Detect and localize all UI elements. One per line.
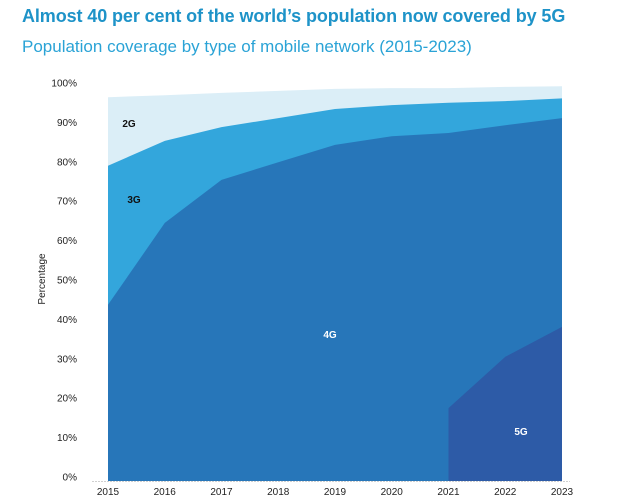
y-tick-label: 60% [57,236,77,247]
x-tick-label: 2021 [437,487,460,498]
x-axis-ticks: 2015 2016 2017 2018 2019 2020 2021 2022 2023 [97,487,574,498]
y-tick-label: 90% [57,118,77,129]
x-tick-label: 2020 [381,487,404,498]
x-tick-label: 2019 [324,487,347,498]
area-5g [448,326,562,481]
series-labels: 2G 3G 4G 5G [122,119,528,438]
y-axis-ticks: 0% 10% 20% 30% 40% 50% 60% 70% 80% 90% 100% [51,79,77,484]
series-label-4g: 4G [323,330,337,341]
y-tick-label: 70% [57,197,77,208]
x-tick-label: 2017 [210,487,233,498]
series-label-3g: 3G [127,195,141,206]
series-label-5g: 5G [514,427,528,438]
y-tick-label: 30% [57,354,77,365]
y-tick-label: 10% [57,433,77,444]
area-4g [108,118,562,481]
y-tick-label: 80% [57,157,77,168]
y-tick-label: 40% [57,315,77,326]
y-tick-label: 100% [51,79,77,90]
x-tick-label: 2016 [154,487,177,498]
y-tick-label: 50% [57,276,77,287]
y-axis-title: Percentage [37,253,48,305]
x-tick-label: 2022 [494,487,517,498]
x-tick-label: 2015 [97,487,120,498]
x-tick-label: 2023 [551,487,574,498]
area-layers [108,86,562,482]
x-tick-label: 2018 [267,487,290,498]
chart-title: Almost 40 per cent of the world’s popula… [22,6,566,26]
y-tick-label: 20% [57,394,77,405]
chart-subtitle: Population coverage by type of mobile ne… [22,37,472,56]
y-tick-label: 0% [63,473,78,484]
series-label-2g: 2G [122,119,136,130]
